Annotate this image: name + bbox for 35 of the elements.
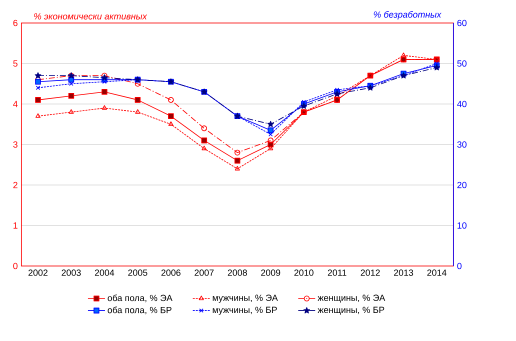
x-tick-label: 2011: [328, 270, 346, 276]
legend-label: оба пола, % БР: [108, 306, 172, 314]
y-tick-label: 6: [13, 20, 18, 26]
y-axis-title: % экономически активных: [34, 13, 148, 20]
y-tick-label: 1: [14, 222, 18, 229]
x-tick-label: 2004: [94, 270, 114, 276]
y2-tick-label: 0: [457, 262, 462, 270]
x-tick-label: 2014: [427, 270, 446, 276]
legend-label: оба пола, % ЭА: [108, 294, 172, 302]
y-tick-label: 0: [13, 262, 18, 270]
x-tick-label: 2013: [394, 270, 414, 276]
x-tick-label: 2003: [62, 270, 81, 276]
y-tick-label: 3: [13, 141, 18, 148]
y2-tick-label: 20: [457, 182, 467, 188]
x-tick-label: 2006: [161, 270, 180, 276]
y-tick-label: 2: [13, 182, 18, 188]
x-tick-label: 2010: [294, 270, 314, 276]
legend-label: женщины, % БР: [318, 306, 384, 315]
x-tick-label: 2005: [128, 270, 148, 276]
legend-label: мужчины, % БР: [212, 306, 277, 315]
legend-label: женщины, % ЭА: [318, 294, 386, 303]
x-tick-label: 2008: [228, 270, 247, 276]
y-tick-label: 4: [13, 100, 18, 108]
y2-tick-label: 30: [457, 141, 467, 148]
x-tick-label: 2009: [261, 270, 280, 276]
y2-axis-title: % безработных: [374, 11, 442, 20]
y2-tick-label: 50: [457, 60, 467, 67]
y-tick-label: 5: [13, 60, 18, 67]
y2-tick-label: 60: [457, 20, 467, 26]
y2-tick-label: 10: [458, 222, 467, 229]
legend-label: мужчины, % ЭА: [212, 294, 278, 303]
y2-tick-label: 40: [457, 100, 467, 108]
x-tick-label: 2002: [28, 270, 48, 276]
x-tick-label: 2007: [194, 270, 214, 276]
x-tick-label: 2012: [360, 270, 380, 276]
